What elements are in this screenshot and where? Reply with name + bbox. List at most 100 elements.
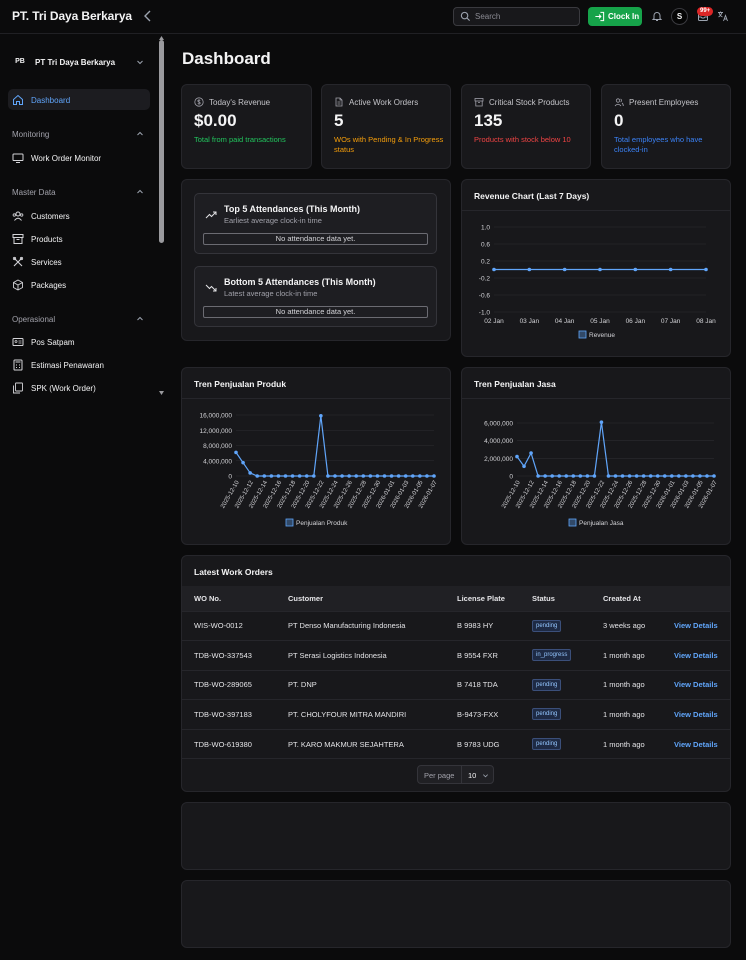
customer: PT. DNP <box>276 669 445 700</box>
view-details-link[interactable]: View Details <box>674 739 718 749</box>
series-line <box>235 415 434 477</box>
view-details-link[interactable]: View Details <box>674 650 718 660</box>
stat-card-revenue: Today's Revenue $0.00 Total from paid tr… <box>181 84 312 169</box>
sidebar-item-label: Pos Satpam <box>31 338 75 347</box>
sidebar-scroll-thumb[interactable] <box>159 40 164 243</box>
sidebar-scrollbar[interactable] <box>158 35 165 398</box>
chart-title: Tren Penjualan Jasa <box>474 379 556 389</box>
status-badge: pending <box>532 708 562 721</box>
license-plate: B 7418 TDA <box>445 669 520 700</box>
group-master-data[interactable]: Master Data <box>12 188 56 197</box>
dollar-icon <box>194 97 204 107</box>
divider <box>461 766 462 783</box>
column-header-actions <box>662 586 730 611</box>
stat-value: 135 <box>474 111 503 130</box>
action-cell: View Details <box>662 610 730 641</box>
avatar[interactable]: S <box>671 8 688 25</box>
per-page-select[interactable]: Per page 10 <box>417 765 494 784</box>
y-tick-label: -0.2 <box>479 276 491 283</box>
table-header-row: WO No. Customer License Plate Status Cre… <box>182 586 730 611</box>
data-point <box>543 474 547 478</box>
collapse-sidebar-icon[interactable] <box>140 8 156 24</box>
service-sales-chart-card: Tren Penjualan Jasa 6,000,000 4,000,000 2,… <box>461 367 731 545</box>
stat-label: Critical Stock Products <box>489 98 570 107</box>
group-operasional[interactable]: Operasional <box>12 315 56 324</box>
panel-subtitle: Earliest average clock-in time <box>224 216 322 225</box>
x-tick-label: 05 Jan <box>590 318 610 325</box>
status-cell: pending <box>520 669 591 700</box>
divider <box>462 398 730 399</box>
trending-down-icon <box>205 284 217 292</box>
id-card-icon <box>12 338 24 346</box>
data-point <box>571 474 576 478</box>
data-point <box>691 474 695 478</box>
archive-icon <box>12 234 24 244</box>
sidebar-item-label: Estimasi Penawaran <box>31 361 104 370</box>
data-point <box>403 474 408 478</box>
x-tick-label: 02 Jan <box>484 318 504 325</box>
data-point <box>382 474 387 478</box>
login-icon <box>595 11 605 22</box>
chevron-up-icon[interactable] <box>136 188 144 196</box>
top-bar: PT. Tri Daya Berkarya Search Clock In S … <box>0 0 746 34</box>
bell-icon[interactable] <box>651 10 663 22</box>
data-point <box>704 267 708 272</box>
created-at: 3 weeks ago <box>591 610 662 641</box>
y-tick-label: -0.6 <box>479 293 491 300</box>
data-point <box>648 474 653 478</box>
data-point <box>368 474 373 478</box>
chart-title: Revenue Chart (Last 7 Days) <box>474 191 590 201</box>
stat-card-work-orders: Active Work Orders 5 WOs with Pending & … <box>321 84 451 169</box>
data-point <box>234 450 238 455</box>
license-plate: B 9983 HY <box>445 610 520 641</box>
clock-in-button[interactable]: Clock In <box>588 7 642 26</box>
per-page-value: 10 <box>468 771 477 780</box>
data-point <box>655 474 660 478</box>
scroll-down-arrow-icon[interactable] <box>158 390 165 396</box>
chevron-up-icon[interactable] <box>136 315 144 323</box>
status-badge: pending <box>532 738 562 750</box>
legend-label: Penjualan Jasa <box>579 520 624 527</box>
wo-number: WIS-WO-0012 <box>182 610 276 641</box>
empty-state: No attendance data yet. <box>203 306 428 318</box>
data-point <box>248 471 252 475</box>
sidebar-item-label: Packages <box>31 281 67 290</box>
sidebar-item-dashboard[interactable] <box>8 89 150 110</box>
view-details-link[interactable]: View Details <box>674 680 718 690</box>
created-at: 1 month ago <box>591 640 662 670</box>
document-icon <box>335 97 343 107</box>
search-input[interactable]: Search <box>453 7 580 26</box>
package-icon <box>13 279 23 291</box>
sidebar <box>0 35 168 960</box>
view-details-link[interactable]: View Details <box>674 709 718 719</box>
data-point <box>515 454 519 459</box>
translate-icon[interactable] <box>717 10 729 22</box>
view-details-link[interactable]: View Details <box>674 621 718 631</box>
wo-number: TDB-WO-397183 <box>182 699 276 729</box>
chevron-up-icon[interactable] <box>136 130 144 138</box>
data-point <box>326 474 330 478</box>
data-point <box>276 474 281 478</box>
action-cell: View Details <box>662 640 730 670</box>
table-row: TDB-WO-397183 PT. CHOLYFOUR MITRA MANDIR… <box>182 699 730 729</box>
group-monitoring[interactable]: Monitoring <box>12 130 50 139</box>
created-at: 1 month ago <box>591 728 662 759</box>
license-plate: B-9473-FXX <box>445 699 520 729</box>
created-at: 1 month ago <box>591 699 662 729</box>
clock-in-label: Clock In <box>608 12 640 21</box>
scroll-up-arrow-icon[interactable] <box>158 35 165 41</box>
stat-label: Active Work Orders <box>349 98 419 107</box>
data-point <box>578 474 583 478</box>
team-switcher[interactable]: PB PT Tri Daya Berkarya <box>12 54 146 70</box>
data-point <box>684 474 688 478</box>
data-point <box>319 413 323 418</box>
y-tick-label: 0.6 <box>481 242 490 249</box>
legend-swatch <box>568 518 577 527</box>
stat-label: Today's Revenue <box>209 98 271 107</box>
created-at: 1 month ago <box>591 669 662 700</box>
data-point <box>606 474 611 478</box>
legend-swatch <box>578 330 587 339</box>
customer: PT Serasi Logistics Indonesia <box>276 640 445 670</box>
data-point <box>375 474 380 478</box>
y-tick-label: 0.2 <box>481 259 490 266</box>
